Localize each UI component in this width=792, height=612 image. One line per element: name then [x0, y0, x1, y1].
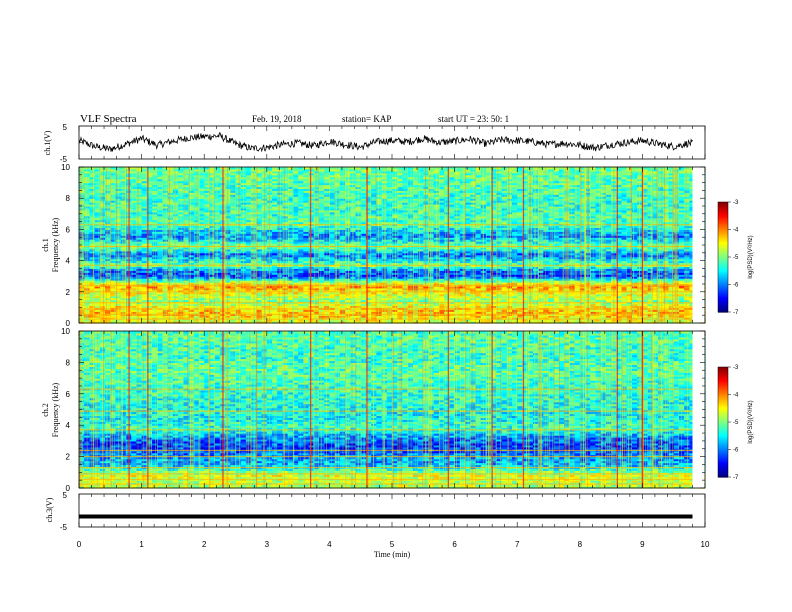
vlf-figure: VLF Spectra Feb. 19, 2018 station= KAP s…	[0, 0, 792, 612]
spectrogram-field	[79, 167, 706, 324]
ch1-trace	[79, 133, 693, 152]
plot-title: VLF Spectra	[80, 113, 137, 125]
y-tick-label: 5	[63, 123, 68, 132]
date-label: Feb. 19, 2018	[252, 114, 302, 124]
ch1-waveform-panel: 5-5	[60, 123, 705, 164]
station-label: station= KAP	[342, 114, 391, 124]
start-time-label: start UT = 23: 50: 1	[438, 114, 509, 124]
